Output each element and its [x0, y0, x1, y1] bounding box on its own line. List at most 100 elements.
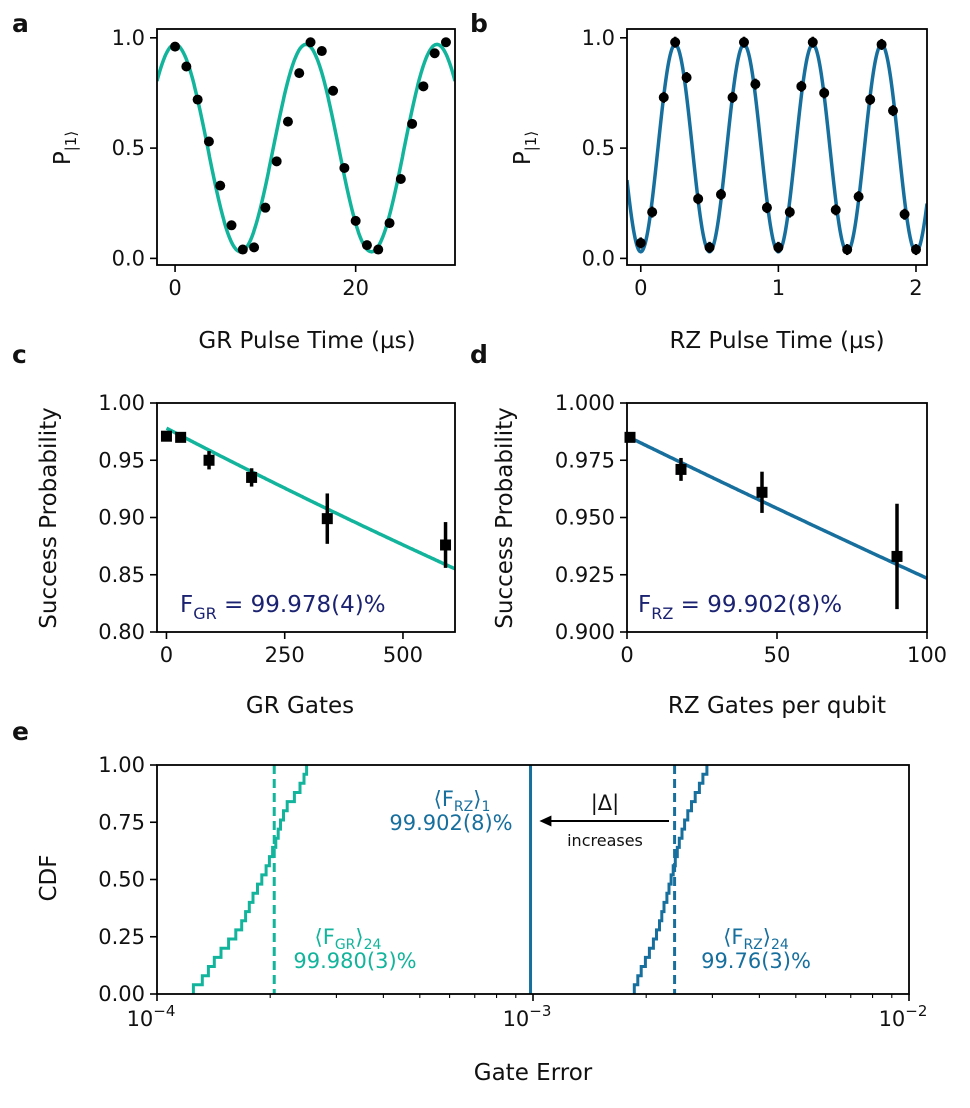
panel-a-data-point — [181, 61, 192, 72]
panel-d-plot-area — [627, 434, 927, 580]
panel-b-data-point — [807, 37, 818, 48]
panel-label-e: e — [12, 717, 29, 746]
panel-b-data-point — [819, 87, 830, 98]
panel-c-xtick-label: 250 — [265, 643, 305, 667]
panel-a-data-point — [271, 156, 282, 167]
panel-a-data-point — [170, 41, 181, 52]
panel-e-ytick-label: 0.00 — [98, 982, 145, 1006]
panel-d-fidelity-sub: RZ — [651, 604, 673, 623]
panel-e-xtick-label: 10−2 — [879, 1002, 928, 1031]
panel-d-data-point — [675, 463, 687, 475]
panel-b-xtick-label: 1 — [772, 276, 785, 300]
panel-c-plot-area — [165, 426, 455, 571]
panel-b-ylabel: P|1⟩ — [510, 131, 540, 165]
panel-a-data-point — [373, 244, 384, 255]
panel-a-ylabel: P|1⟩ — [50, 131, 80, 165]
panel-c-fit-curve — [165, 426, 455, 571]
panel-a-data-point — [339, 162, 350, 173]
panel-c-xlabel: GR Gates — [246, 693, 354, 719]
panel-b-data-point — [773, 242, 784, 253]
panel-d-ytick-label: 0.975 — [555, 448, 615, 472]
panel-b-data-point — [681, 72, 692, 83]
panel-e-xtick-label: 10−4 — [127, 1002, 176, 1031]
panel-d-fidelity: FRZ = 99.902(8)% — [638, 592, 842, 623]
panel-a-data-point — [407, 118, 418, 129]
svg-text:P|1⟩: P|1⟩ — [50, 131, 80, 165]
panel-b-ytick-label: 0.5 — [582, 136, 615, 160]
panel-e-ylabel: CDF — [36, 855, 62, 902]
plot-layer: 0 200.00.51.00 1 20.00.51.00 250 5000.800.850… — [98, 26, 947, 1031]
panel-a-ytick-label: 0.0 — [112, 246, 145, 270]
panel-b-data-point — [842, 244, 853, 255]
panel-label-b: b — [470, 9, 488, 38]
panel-d-data-point — [756, 486, 768, 498]
panel-label-a: a — [12, 9, 29, 38]
panel-b-data-point — [888, 105, 899, 116]
panel-c-ytick-label: 1.00 — [98, 391, 145, 415]
arrow-label-delta: |Δ| — [591, 791, 620, 816]
panel-b-data-point — [704, 242, 715, 253]
panel-a-data-point — [260, 202, 271, 213]
panel-d-ytick-label: 0.925 — [555, 563, 615, 587]
panel-c-frame — [156, 402, 456, 633]
panel-b-xtick-label: 2 — [909, 276, 922, 300]
panel-a-data-point — [249, 242, 260, 253]
panel-a-xtick-label: 20 — [342, 276, 369, 300]
panel-a-fit-curve — [157, 42, 455, 254]
panel-a-data-point — [395, 173, 406, 184]
panel-e-xlabel: Gate Error — [474, 1060, 593, 1086]
panel-a-data-point — [226, 220, 237, 231]
panel-c-data-point — [203, 454, 215, 466]
panel-a-data-point — [294, 68, 305, 79]
annotation-rz24-value: 99.76(3)% — [701, 949, 811, 973]
panel-b-data-point — [727, 92, 738, 103]
panel-d-ytick-label: 0.900 — [555, 620, 615, 644]
svg-text:P|1⟩: P|1⟩ — [510, 131, 540, 165]
arrow-label-increases: increases — [567, 831, 643, 850]
panel-a-data-point — [215, 180, 226, 191]
annotation-rz1-label: ⟨FRZ⟩1 — [434, 787, 491, 815]
annotation-gr24-label: ⟨FGR⟩24 — [315, 925, 382, 953]
panel-b-data-point — [647, 207, 658, 218]
panel-a-ytick-label: 1.0 — [112, 26, 145, 50]
panel-c-ytick-label: 0.85 — [98, 563, 145, 587]
panel-b-data-point — [738, 37, 749, 48]
panel-a-data-point — [350, 215, 361, 226]
panel-b-ytick-label: 0.0 — [582, 246, 615, 270]
panel-b-data-point — [796, 81, 807, 92]
panel-d-fidelity-main: F — [638, 592, 651, 618]
panel-label-d: d — [470, 340, 488, 369]
panel-a-data-point — [384, 218, 395, 229]
panel-a-data-point — [429, 48, 440, 59]
panel-a-frame — [156, 28, 456, 266]
panel-c-data-point — [175, 431, 187, 443]
panel-a-data-point — [440, 37, 451, 48]
panel-d-fidelity-value: = 99.902(8)% — [673, 592, 842, 618]
panel-b-data-point — [910, 244, 921, 255]
panel-b-ylabel-main: P — [510, 151, 536, 165]
panel-a-data-point — [305, 37, 316, 48]
panel-b-data-point — [865, 94, 876, 105]
panel-b-fit-curve — [627, 42, 927, 254]
panel-c-fidelity-sub: GR — [193, 604, 217, 623]
panel-d-data-point — [624, 431, 636, 443]
panel-b-data-point — [715, 189, 726, 200]
panel-e-frame — [156, 764, 910, 995]
panel-d-ylabel: Success Probability — [492, 407, 518, 628]
panel-c-ytick-label: 0.80 — [98, 620, 145, 644]
panel-d-ytick-label: 0.950 — [555, 506, 615, 530]
panel-b-data-point — [876, 39, 887, 50]
annotation-rz24-label: ⟨FRZ⟩24 — [723, 925, 789, 953]
panel-b-data-point — [693, 193, 704, 204]
panel-b-data-point — [635, 237, 646, 248]
panel-b-data-point — [761, 202, 772, 213]
panel-a-ytick-label: 0.5 — [112, 136, 145, 160]
panel-label-c: c — [12, 340, 27, 369]
panel-b-ylabel-sub: |1⟩ — [522, 131, 540, 151]
panel-a-xlabel: GR Pulse Time (µs) — [198, 328, 415, 354]
panel-b-data-point — [830, 204, 841, 215]
panel-b-xtick-label: 0 — [634, 276, 647, 300]
panel-a-data-point — [203, 136, 214, 147]
panel-e-arrow-head — [539, 815, 552, 827]
